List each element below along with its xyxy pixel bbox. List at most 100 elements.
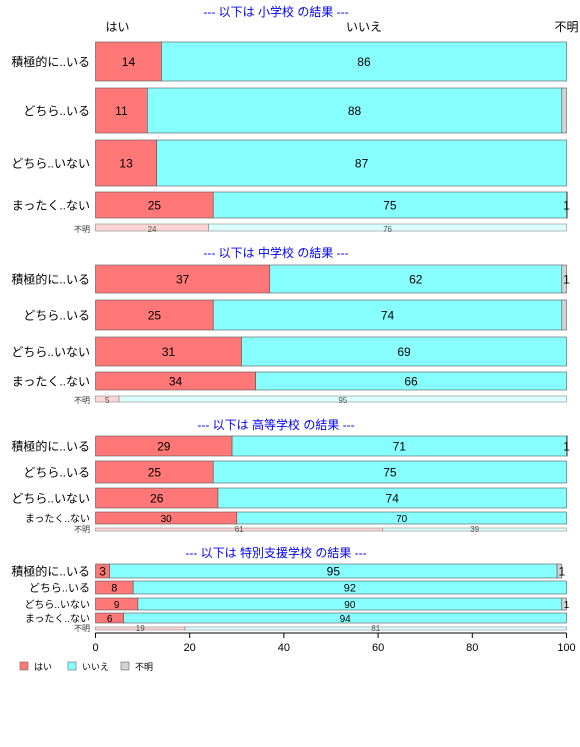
data-label: 1 bbox=[558, 565, 565, 579]
legend-swatch bbox=[120, 661, 130, 671]
data-label: 86 bbox=[357, 55, 371, 69]
bar-segment bbox=[132, 580, 567, 595]
bar-segment bbox=[556, 563, 563, 579]
data-label: 9 bbox=[114, 600, 120, 611]
unknown-row-label: 不明 bbox=[74, 225, 90, 234]
data-label: 31 bbox=[162, 345, 176, 359]
data-label: 74 bbox=[386, 492, 400, 506]
bar-segment bbox=[95, 41, 162, 82]
bar-segment bbox=[269, 264, 563, 294]
x-tick-label: 60 bbox=[372, 642, 384, 654]
bar-segment bbox=[212, 299, 563, 331]
row-label: どちら..いない bbox=[24, 599, 90, 611]
row-label: どちら..いる bbox=[29, 582, 90, 595]
unknown-data-label: 19 bbox=[136, 624, 145, 633]
row-label: まったく..ない bbox=[25, 613, 90, 625]
unknown-data-label: 5 bbox=[105, 396, 110, 405]
bar-segment bbox=[217, 487, 567, 509]
data-label: 29 bbox=[157, 440, 171, 454]
row-label: 積極的に..いる bbox=[11, 272, 90, 287]
unknown-data-label: 39 bbox=[470, 525, 479, 534]
bar-segment bbox=[236, 511, 567, 525]
data-label: 74 bbox=[381, 309, 395, 323]
data-label: 75 bbox=[383, 466, 397, 480]
bar-segment bbox=[561, 87, 567, 134]
data-label: 3 bbox=[99, 565, 106, 579]
data-label: 25 bbox=[148, 199, 162, 213]
column-header: はい bbox=[105, 20, 129, 34]
unknown-data-label: 24 bbox=[148, 225, 157, 234]
legend-swatch bbox=[67, 661, 77, 671]
data-label: 87 bbox=[355, 157, 369, 171]
unknown-data-label: 81 bbox=[371, 624, 380, 633]
bar-segment bbox=[561, 264, 567, 294]
bar-segment bbox=[212, 460, 567, 484]
bar-segment bbox=[561, 299, 567, 331]
panel-title: --- 以下は 中学校 の結果 --- bbox=[203, 245, 348, 260]
bar-segment bbox=[95, 191, 214, 219]
bar-segment bbox=[95, 87, 148, 134]
data-label: 62 bbox=[409, 273, 423, 287]
panel-title: --- 以下は 特別支援学校 の結果 --- bbox=[185, 545, 366, 560]
data-label: 1 bbox=[563, 440, 570, 454]
data-label: 1 bbox=[563, 199, 570, 213]
unknown-row-label: 不明 bbox=[74, 525, 90, 534]
data-label: 13 bbox=[119, 157, 133, 171]
x-tick-label: 40 bbox=[278, 642, 290, 654]
data-label: 25 bbox=[148, 309, 162, 323]
row-label: 積極的に..いる bbox=[11, 439, 90, 454]
legend-label: いいえ bbox=[82, 662, 109, 672]
row-label: どちら..いる bbox=[23, 104, 90, 118]
bar-segment bbox=[147, 87, 563, 134]
row-label: まったく..ない bbox=[12, 199, 90, 213]
data-label: 88 bbox=[348, 104, 362, 118]
row-label: 積極的に..いる bbox=[11, 564, 90, 579]
data-label: 66 bbox=[404, 375, 418, 389]
data-label: 14 bbox=[122, 55, 136, 69]
bar-segment bbox=[95, 336, 242, 367]
data-label: 70 bbox=[396, 514, 408, 525]
row-label: どちら..いる bbox=[23, 466, 90, 480]
bar-segment bbox=[241, 336, 567, 367]
bar-segment bbox=[566, 191, 568, 219]
panel-title: --- 以下は 小学校 の結果 --- bbox=[203, 4, 348, 19]
bar-segment bbox=[566, 435, 568, 457]
x-tick-label: 0 bbox=[92, 642, 98, 654]
data-label: 95 bbox=[327, 565, 341, 579]
x-tick-label: 80 bbox=[466, 642, 478, 654]
data-label: 26 bbox=[150, 492, 164, 506]
unknown-row-label: 不明 bbox=[74, 396, 90, 405]
data-label: 30 bbox=[161, 514, 173, 525]
data-label: 6 bbox=[107, 614, 113, 625]
data-label: 37 bbox=[176, 273, 190, 287]
bar-segment bbox=[123, 612, 567, 624]
bar-segment bbox=[95, 264, 271, 294]
data-label: 71 bbox=[393, 440, 407, 454]
row-label: どちら..いない bbox=[11, 492, 90, 506]
unknown-bar-segment bbox=[382, 527, 567, 532]
unknown-row-label: 不明 bbox=[74, 624, 90, 633]
data-label: 1 bbox=[563, 273, 570, 287]
row-label: まったく..ない bbox=[25, 513, 90, 525]
unknown-data-label: 76 bbox=[383, 225, 392, 234]
panel-title: --- 以下は 高等学校 の結果 --- bbox=[197, 417, 354, 432]
bar-segment bbox=[561, 597, 567, 611]
row-label: 積極的に..いる bbox=[11, 54, 90, 69]
data-label: 90 bbox=[344, 600, 356, 611]
column-header: 不明 bbox=[554, 20, 578, 34]
data-label: 8 bbox=[111, 583, 117, 595]
row-label: どちら..いない bbox=[11, 345, 90, 359]
x-tick-label: 100 bbox=[557, 642, 575, 654]
data-label: 69 bbox=[397, 345, 411, 359]
data-label: 92 bbox=[344, 583, 356, 595]
legend-swatch bbox=[19, 661, 29, 671]
x-tick-label: 20 bbox=[184, 642, 196, 654]
unknown-bar-segment bbox=[118, 395, 567, 403]
data-label: 75 bbox=[383, 199, 397, 213]
column-header: いいえ bbox=[346, 20, 382, 34]
bar-segment bbox=[161, 41, 567, 82]
data-label: 34 bbox=[169, 375, 183, 389]
bar-segment bbox=[95, 299, 214, 331]
row-label: まったく..ない bbox=[12, 375, 90, 389]
